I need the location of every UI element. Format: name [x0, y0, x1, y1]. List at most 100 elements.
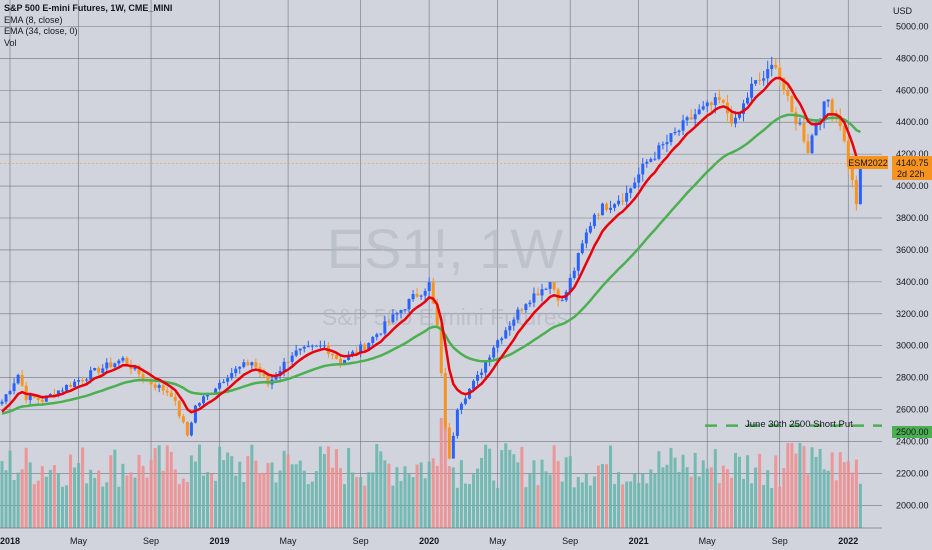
volume-bar — [508, 449, 512, 528]
candle-body — [383, 321, 387, 334]
volume-bar — [645, 483, 649, 528]
volume-bar — [729, 477, 733, 528]
price-tick-label: 3200.00 — [896, 309, 929, 319]
volume-bar — [101, 486, 105, 528]
candle-body — [806, 141, 810, 153]
volume-bar — [742, 478, 746, 528]
volume-bar — [28, 462, 32, 528]
ema-34-line — [1, 113, 861, 415]
volume-bar — [238, 461, 242, 528]
volume-bar — [218, 446, 222, 528]
volume-bar — [854, 459, 858, 528]
volume-bar — [153, 448, 157, 528]
candle-body — [387, 321, 391, 323]
candle-body — [318, 345, 322, 347]
legend-ema-fast[interactable]: EMA (8, close) — [4, 14, 63, 25]
volume-bar — [177, 484, 181, 528]
candle-body — [677, 130, 681, 132]
price-tick-label: 5000.00 — [896, 21, 929, 31]
volume-bar — [609, 445, 613, 528]
price-tick-label: 4000.00 — [896, 181, 929, 191]
candle-body — [185, 422, 189, 436]
candle-body — [697, 109, 701, 115]
volume-bar — [206, 472, 210, 528]
volume-bar — [32, 484, 36, 528]
volume-bar — [600, 464, 604, 528]
volume-bar — [129, 472, 133, 528]
volume-bar — [246, 456, 250, 528]
candle-body — [750, 83, 754, 98]
volume-bar — [322, 454, 326, 528]
time-tick-label: 2019 — [210, 536, 230, 546]
badge-price: 4140.75 — [896, 158, 929, 168]
candle-body — [451, 435, 455, 459]
candle-body — [153, 384, 157, 388]
legend-ema-slow[interactable]: EMA (34, close, 0) — [4, 26, 78, 36]
volume-bar — [746, 455, 750, 528]
volume-bar — [347, 448, 351, 528]
price-tick-label: 2600.00 — [896, 405, 929, 415]
volume-bar — [641, 473, 645, 528]
time-tick-label: 2022 — [838, 536, 858, 546]
candle-body — [516, 309, 520, 320]
candle-body — [770, 64, 774, 70]
candle-body — [403, 309, 407, 311]
volume-bar — [576, 476, 580, 528]
candle-body — [77, 380, 81, 382]
volume-bar — [669, 447, 673, 528]
volume-bar — [105, 482, 109, 528]
symbol-watermark: ES1!, 1W S&P 500 E-mini Futures — [322, 217, 568, 330]
candle-body — [246, 362, 250, 366]
candle-body — [802, 123, 806, 142]
volume-bar — [613, 483, 617, 528]
volume-bar — [439, 418, 443, 528]
hline-price-badge: 2500.00 — [892, 426, 932, 438]
badge-symbol-bg — [848, 156, 888, 169]
candle-body — [774, 64, 778, 68]
volume-bar — [472, 474, 476, 528]
candle-body — [665, 142, 669, 145]
candle-body — [81, 380, 85, 382]
volume-bar — [677, 471, 681, 528]
volume-bar — [476, 468, 480, 528]
candle-body — [657, 145, 661, 159]
volume-bar — [665, 464, 669, 528]
volume-bar — [290, 464, 294, 528]
candle-body — [560, 300, 564, 302]
candle-body — [36, 397, 40, 400]
candle-body — [439, 325, 443, 374]
candle-body — [226, 378, 230, 382]
candle-body — [512, 319, 516, 326]
candle-body — [528, 302, 532, 305]
candle-body — [600, 203, 604, 216]
volume-bar — [278, 470, 282, 528]
candle-body — [109, 362, 113, 368]
volume-bar — [48, 469, 52, 528]
legend-volume[interactable]: Vol — [4, 37, 17, 48]
volume-bars — [0, 418, 862, 528]
price-axis[interactable]: 2000.00 2200.00 2400.00 2600.00 2800.00 3000.… — [896, 21, 929, 510]
indicator-legend[interactable]: S&P 500 E-mini Futures, 1W, CME_MINI EMA… — [4, 3, 172, 49]
time-tick-label: May — [70, 536, 88, 546]
candle-body — [484, 361, 488, 373]
time-axis[interactable]: 2018 May Sep 2019 May Sep 2020 May Sep 2021 May Sep… — [0, 527, 882, 546]
volume-bar — [415, 464, 419, 528]
candle-body — [214, 388, 218, 394]
volume-bar — [802, 446, 806, 528]
volume-bar — [564, 457, 568, 528]
candle-body — [681, 120, 685, 131]
candle-body — [661, 144, 665, 146]
volume-bar — [149, 459, 153, 528]
volume-bar — [838, 452, 842, 528]
candle-body — [850, 166, 854, 181]
volume-bar — [810, 447, 814, 528]
candle-body — [8, 391, 12, 395]
volume-bar — [157, 445, 161, 528]
candle-body — [117, 360, 121, 364]
candle-body — [733, 117, 737, 124]
candle-body — [181, 416, 185, 423]
volume-bar — [556, 461, 560, 528]
volume-bar — [383, 460, 387, 528]
